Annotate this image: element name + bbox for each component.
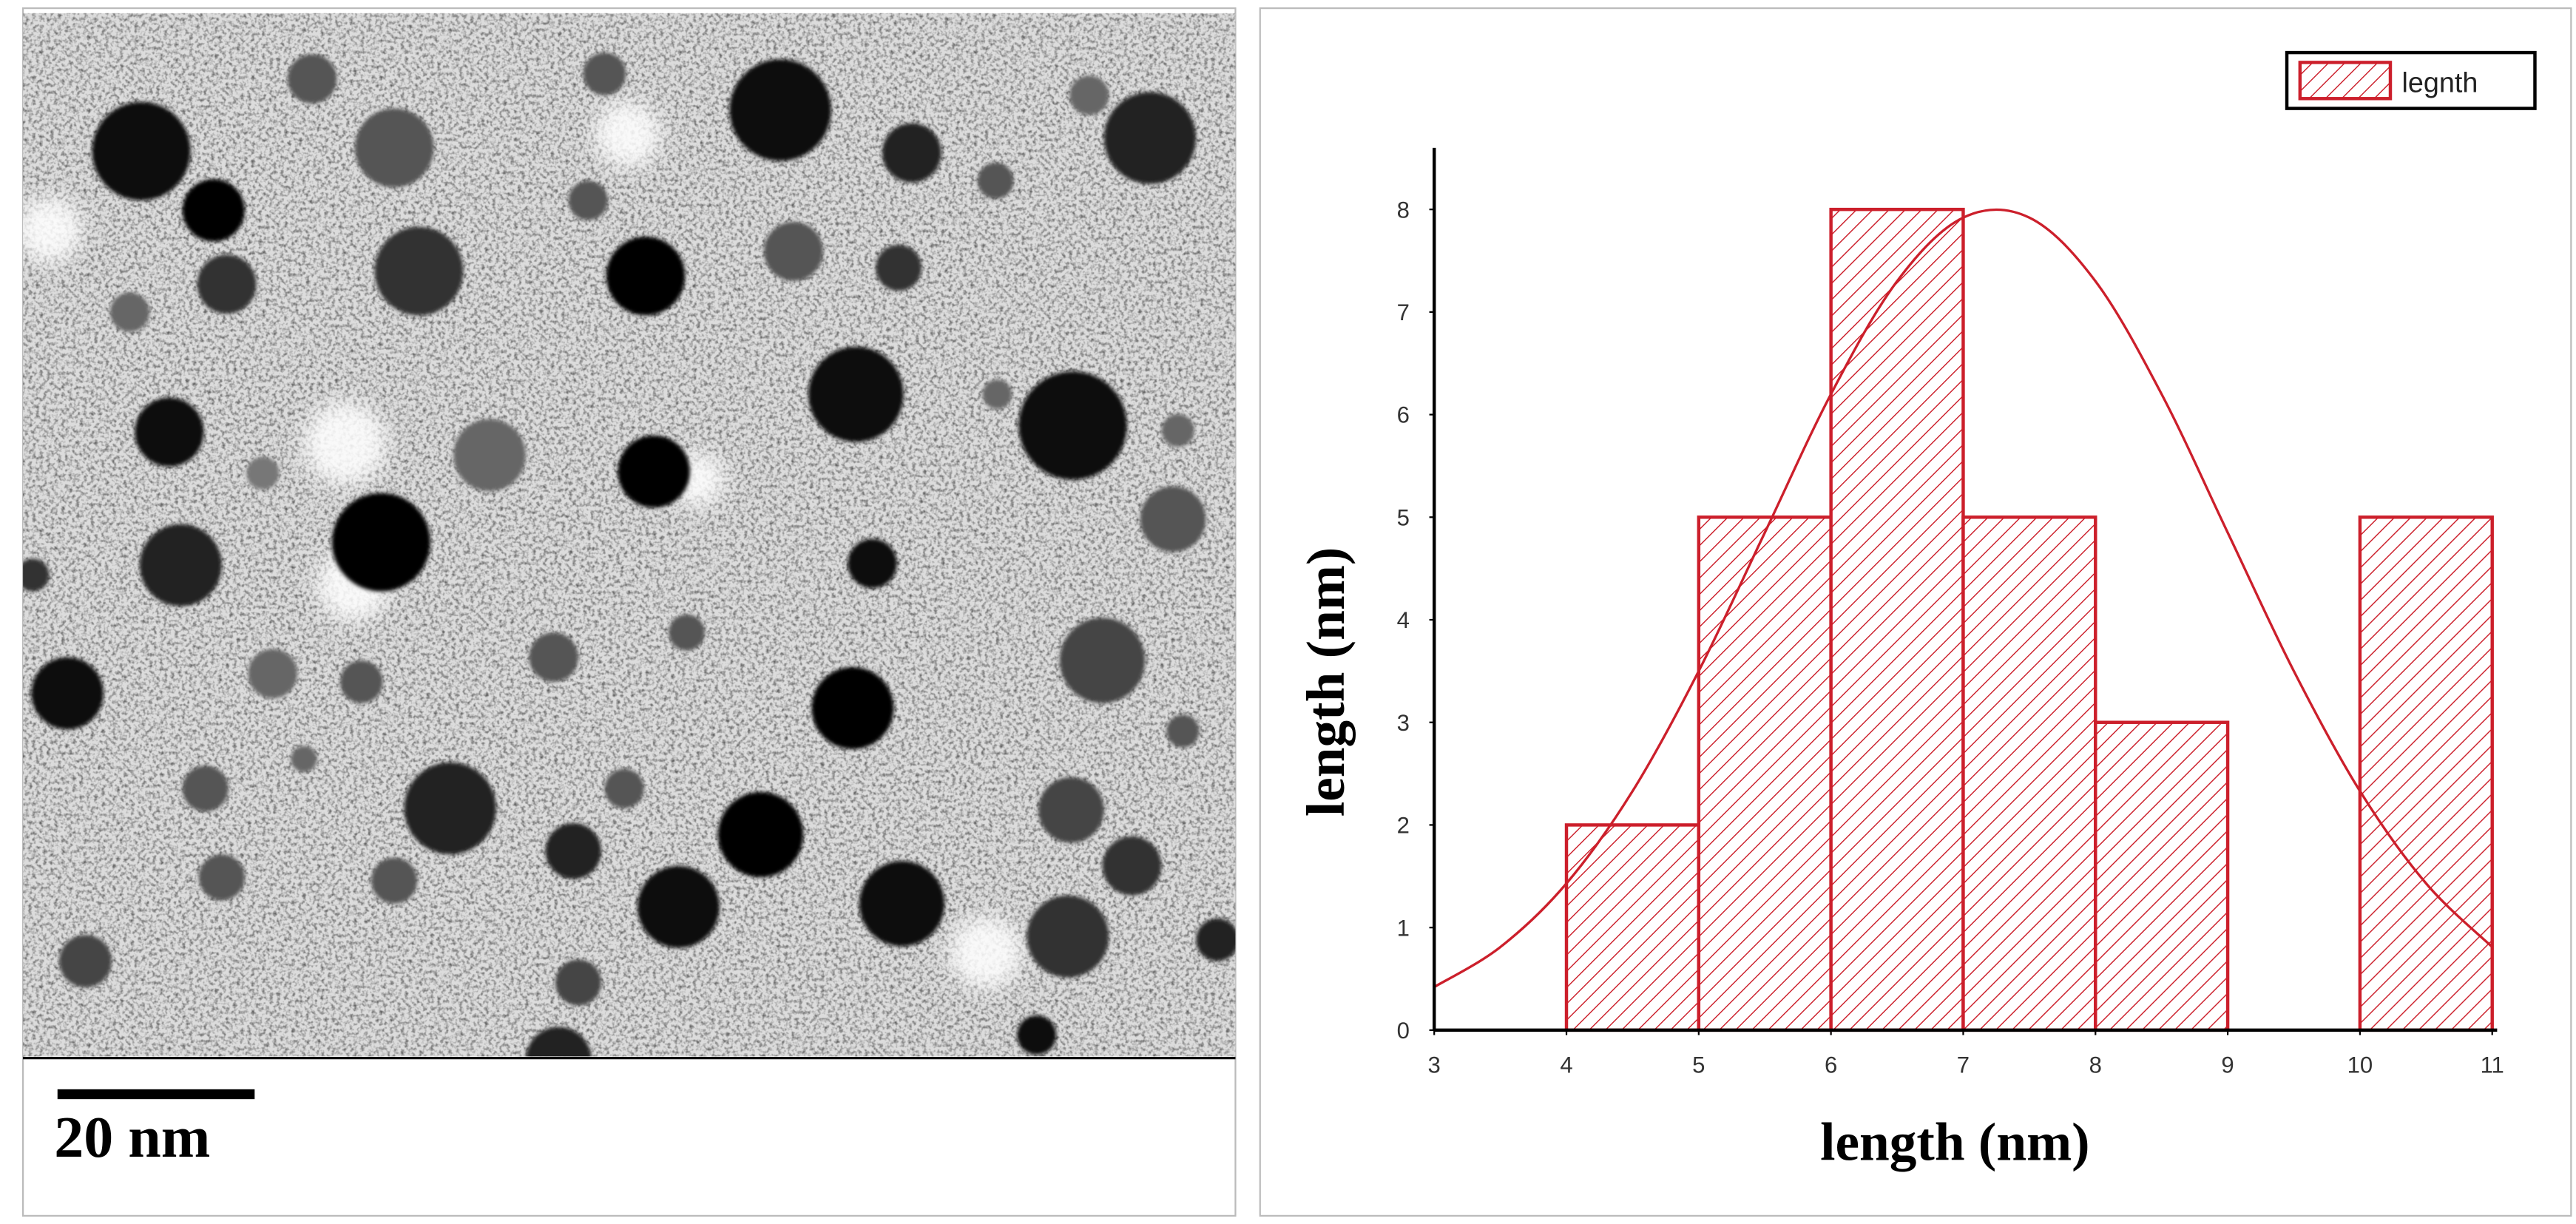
x-tick-label: 10 [2347, 1052, 2373, 1078]
scale-bar-label: 20 nm [54, 1105, 210, 1170]
y-tick-label: 6 [1397, 402, 1410, 428]
bar [2094, 720, 2230, 1032]
x-tick-label: 3 [1428, 1052, 1441, 1078]
y-tick-label: 7 [1397, 300, 1410, 325]
x-tick-label: 7 [1957, 1052, 1970, 1078]
bar [1564, 823, 1701, 1032]
y-tick-label: 4 [1397, 607, 1410, 633]
y-tick-label: 1 [1397, 915, 1410, 941]
x-tick-label: 5 [1692, 1052, 1705, 1078]
bar [1829, 207, 1965, 1032]
bar [2358, 515, 2494, 1032]
x-tick-label: 6 [1825, 1052, 1837, 1078]
y-tick-label: 2 [1397, 813, 1410, 839]
legend-patch [2298, 61, 2393, 101]
y-axis-label: length (nm) [1296, 547, 1356, 816]
bar [1961, 515, 2097, 1032]
scale-bar [57, 1089, 255, 1100]
y-tick-label: 3 [1397, 710, 1410, 736]
y-tick-label: 5 [1397, 504, 1410, 530]
x-axis-label: length (nm) [1820, 1112, 2089, 1171]
x-tick-label: 8 [2089, 1052, 2102, 1078]
y-tick-label: 0 [1397, 1018, 1410, 1044]
plot: 3 4 5 6 7 8 9 10 11 0 1 2 3 4 5 6 7 8 length (nm) length (n… [1296, 50, 2537, 1171]
x-tick-label: 11 [2481, 1052, 2504, 1078]
micrograph [23, 13, 1236, 1057]
fit-curve [1433, 208, 2493, 989]
bar [1697, 515, 1833, 1032]
x-tick-label: 4 [1560, 1052, 1572, 1078]
y-tick-label: 8 [1397, 197, 1410, 223]
x-tick-label: 9 [2221, 1052, 2234, 1078]
legend-label: legnth [2402, 67, 2478, 98]
